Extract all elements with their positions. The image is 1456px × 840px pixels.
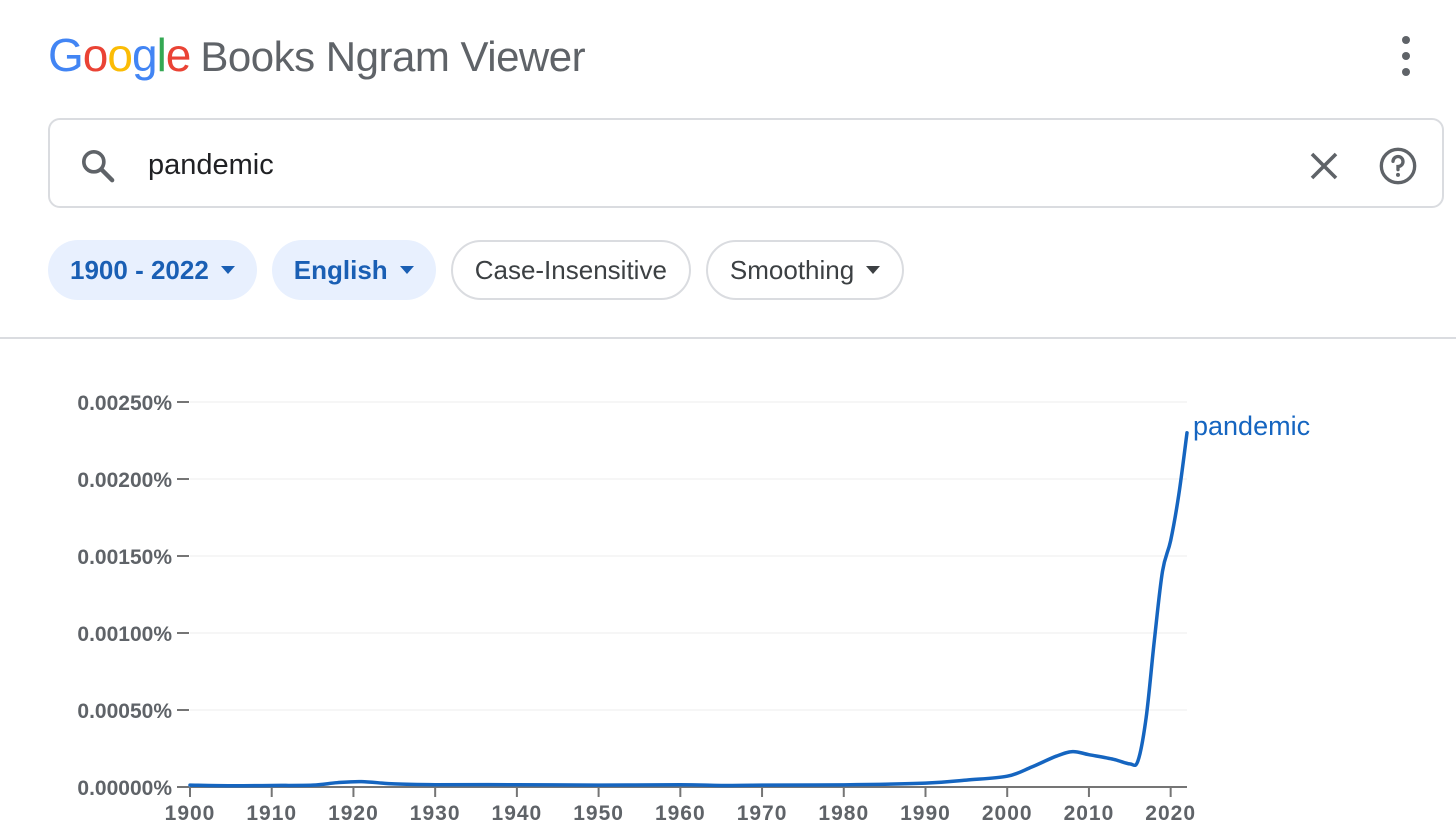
series-line-pandemic — [188, 431, 1189, 788]
logo-letter: o — [107, 29, 133, 81]
corpus-chip[interactable]: English — [271, 240, 436, 300]
logo-letter: e — [165, 29, 192, 81]
x-tick-label: 1950 — [573, 802, 624, 825]
logo-wordmark: Google — [48, 28, 192, 82]
product-name: Books Ngram Viewer — [200, 33, 586, 80]
chart-svg: 0.00000% 0.00050% 0.00100% 0.00150% 0.00200%… — [77, 392, 1310, 825]
section-divider — [0, 337, 1456, 339]
x-tick-label: 1960 — [655, 802, 706, 825]
smoothing-label: Smoothing — [729, 254, 855, 285]
x-tick-label: 1920 — [328, 802, 379, 825]
case-insensitive-chip[interactable]: Case-Insensitive — [450, 240, 691, 300]
app-header: Google Books Ngram Viewer — [0, 0, 1456, 110]
google-logo[interactable]: Google Books Ngram Viewer — [48, 28, 586, 84]
logo-letter: o — [82, 29, 109, 81]
chevron-down-icon — [866, 266, 881, 274]
logo-letter: g — [131, 29, 158, 81]
y-tick-label: 0.00150% — [77, 546, 172, 569]
series-label-pandemic: pandemic — [1193, 411, 1310, 441]
y-tick-label: 0.00100% — [77, 623, 172, 646]
filter-bar: 1900 - 2022 English Case-Insensitive Smo… — [48, 240, 905, 300]
x-tick-label: 1980 — [818, 802, 869, 825]
year-range-chip[interactable]: 1900 - 2022 — [48, 240, 257, 300]
case-label: Case-Insensitive — [474, 254, 667, 285]
year-range-label: 1900 - 2022 — [70, 254, 209, 285]
ngram-chart: 0.00000% 0.00050% 0.00100% 0.00150% 0.00200%… — [0, 340, 1456, 840]
x-tick-label: 1990 — [900, 802, 951, 825]
logo-letter: G — [48, 29, 84, 81]
x-tick-label: 2000 — [982, 802, 1033, 825]
x-tick-label: 1970 — [737, 802, 788, 825]
search-icon[interactable] — [78, 146, 118, 186]
corpus-label: English — [293, 254, 388, 285]
x-tick-label: 2010 — [1064, 802, 1115, 825]
y-tick-label: 0.00050% — [77, 700, 172, 723]
more-vert-icon[interactable] — [1390, 36, 1422, 76]
help-icon[interactable] — [1378, 146, 1418, 186]
x-tick-label: 1900 — [165, 802, 216, 825]
smoothing-chip[interactable]: Smoothing — [705, 240, 905, 300]
chevron-down-icon — [399, 266, 414, 274]
x-tick-label: 2020 — [1145, 802, 1196, 825]
x-tick-label: 1910 — [246, 802, 297, 825]
search-input[interactable] — [146, 142, 1250, 188]
x-tick-label: 1940 — [492, 802, 543, 825]
chevron-down-icon — [220, 266, 235, 274]
logo-letter: l — [156, 29, 167, 81]
y-tick-label: 0.00250% — [77, 392, 172, 415]
x-tick-label: 1930 — [410, 802, 461, 825]
y-tick-label: 0.00000% — [77, 777, 172, 800]
close-icon[interactable] — [1306, 148, 1342, 184]
y-tick-label: 0.00200% — [77, 469, 172, 492]
search-box — [48, 118, 1444, 208]
